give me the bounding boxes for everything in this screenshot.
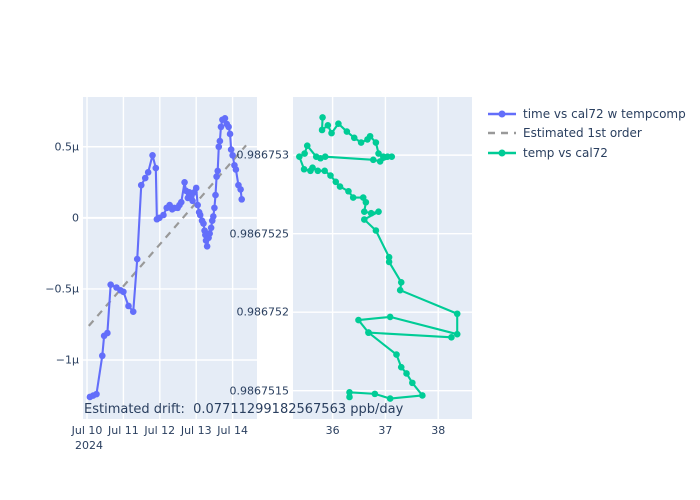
legend-label: Estimated 1st order [523,126,642,141]
y-tick-label: 0.9867525 [229,227,290,241]
temp-vs-cal72-series-plot [293,97,472,419]
legend-item-temp-vs-cal72[interactable]: temp vs cal72 [487,143,686,163]
y-tick-label: 0.5μ [54,140,80,154]
right-plot-area[interactable] [293,97,472,419]
legend-line-marker-icon [488,110,516,118]
x-tick-label: Jul 12 [144,424,176,437]
left-plot-area[interactable] [83,97,257,419]
x-tick-label: Jul 10 [71,424,103,437]
x-axis-year-label: 2024 [75,439,103,452]
x-tick-label: 36 [325,424,340,437]
legend-dashed-line-icon [488,132,516,135]
x-tick-label: Jul 13 [180,424,212,437]
x-tick-label: Jul 11 [108,424,139,437]
legend-item-estimated-1st-order[interactable]: Estimated 1st order [487,124,686,144]
y-tick-label: −1μ [55,353,79,367]
y-tick-label: −0.5μ [45,282,79,296]
y-tick-label: 0.986753 [236,148,290,162]
drift-annotation: Estimated drift: 0.07711299182567563 ppb… [84,402,404,417]
legend: time vs cal72 w tempcomp Estimated 1st o… [487,104,686,163]
legend-label: temp vs cal72 [523,145,608,160]
y-tick-label: 0 [72,211,79,225]
y-tick-label: 0.9867515 [229,384,290,398]
legend-label: time vs cal72 w tempcomp [523,106,686,121]
time-vs-cal72-series-plot [83,97,257,419]
x-tick-label: 38 [431,424,446,437]
x-tick-label: Jul 14 [217,424,248,437]
x-tick-label: 37 [378,424,393,437]
y-tick-label: 0.986752 [236,305,290,319]
legend-item-time-vs-cal72[interactable]: time vs cal72 w tempcomp [487,104,686,124]
legend-line-marker-icon [488,149,516,157]
